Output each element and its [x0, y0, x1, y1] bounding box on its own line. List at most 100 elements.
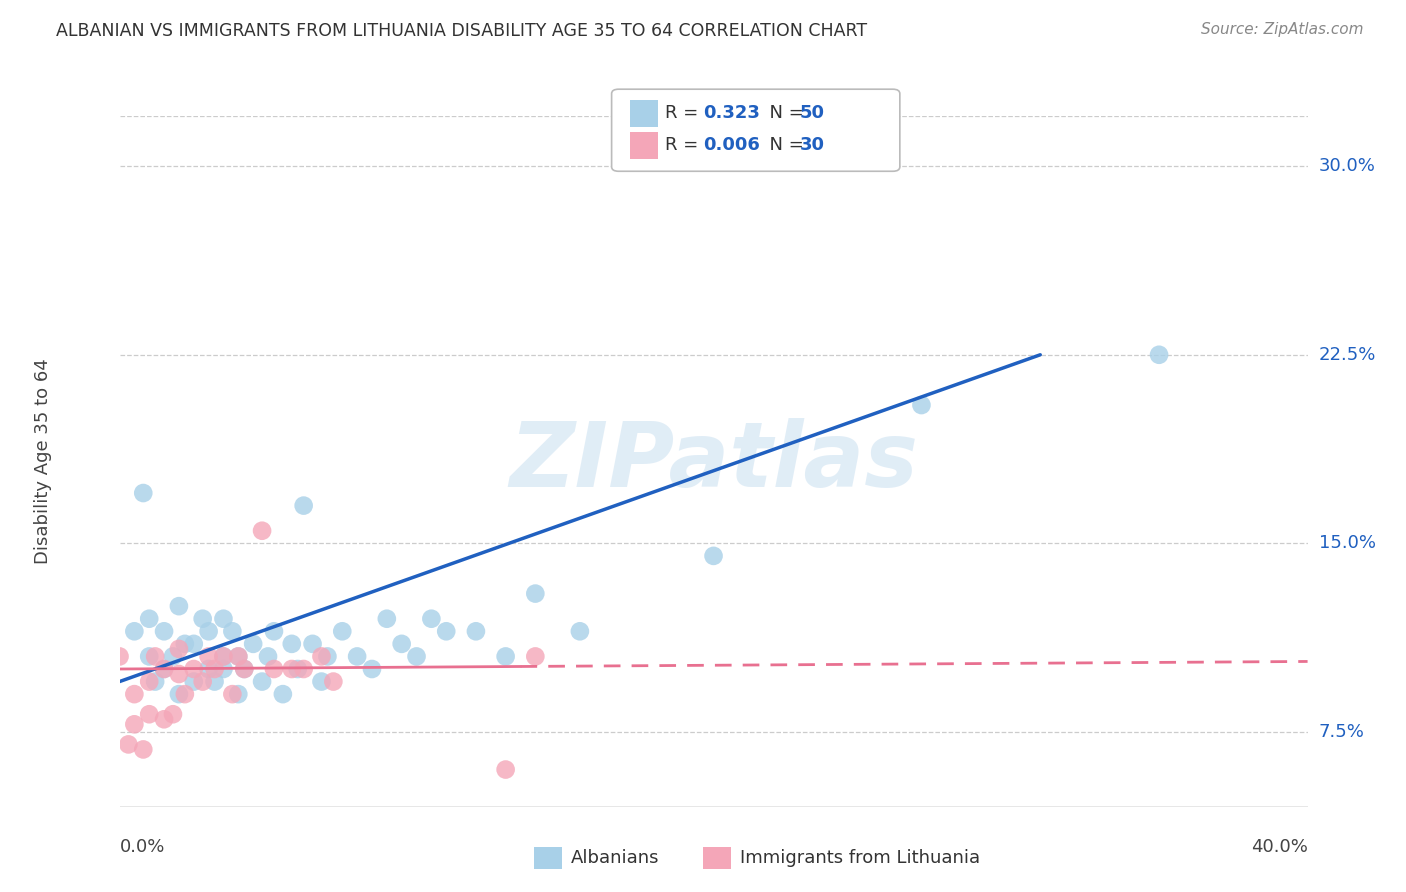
Point: [228, 649, 250, 664]
Point: [250, 674, 273, 689]
Point: [271, 687, 294, 701]
Point: [910, 398, 932, 412]
Point: [183, 637, 205, 651]
Point: [361, 662, 384, 676]
Point: [197, 624, 219, 639]
Point: [197, 662, 219, 676]
Point: [204, 674, 226, 689]
Text: R =: R =: [665, 104, 704, 122]
Text: 0.006: 0.006: [703, 136, 759, 154]
Point: [162, 649, 184, 664]
Point: [322, 674, 344, 689]
Text: ZIPatlas: ZIPatlas: [509, 417, 918, 506]
Point: [281, 637, 304, 651]
Point: [173, 637, 195, 651]
Text: ALBANIAN VS IMMIGRANTS FROM LITHUANIA DISABILITY AGE 35 TO 64 CORRELATION CHART: ALBANIAN VS IMMIGRANTS FROM LITHUANIA DI…: [56, 22, 868, 40]
Point: [434, 624, 457, 639]
Point: [287, 662, 309, 676]
Point: [263, 662, 285, 676]
Point: [524, 649, 547, 664]
Text: N =: N =: [758, 104, 810, 122]
Text: 15.0%: 15.0%: [1319, 534, 1375, 552]
Point: [138, 612, 160, 626]
Point: [138, 674, 160, 689]
Point: [162, 707, 184, 722]
Point: [212, 649, 235, 664]
Point: [228, 687, 250, 701]
Point: [233, 662, 256, 676]
Text: Immigrants from Lithuania: Immigrants from Lithuania: [740, 849, 980, 867]
Text: Albanians: Albanians: [571, 849, 659, 867]
Point: [292, 499, 315, 513]
Point: [221, 624, 243, 639]
Point: [143, 674, 166, 689]
Point: [132, 486, 155, 500]
Point: [212, 612, 235, 626]
Point: [124, 624, 146, 639]
Point: [281, 662, 304, 676]
Text: 0.323: 0.323: [703, 104, 759, 122]
Point: [250, 524, 273, 538]
Text: 0.0%: 0.0%: [120, 838, 165, 855]
Text: 22.5%: 22.5%: [1319, 346, 1376, 364]
Text: Source: ZipAtlas.com: Source: ZipAtlas.com: [1201, 22, 1364, 37]
Point: [124, 717, 146, 731]
Point: [153, 662, 176, 676]
Point: [143, 649, 166, 664]
Point: [191, 674, 214, 689]
Point: [221, 687, 243, 701]
Point: [138, 707, 160, 722]
Text: R =: R =: [665, 136, 704, 154]
Text: 30: 30: [800, 136, 825, 154]
Point: [153, 712, 176, 726]
Point: [167, 667, 190, 681]
Point: [183, 674, 205, 689]
Point: [316, 649, 339, 664]
Point: [292, 662, 315, 676]
Point: [346, 649, 368, 664]
Point: [173, 687, 195, 701]
Point: [212, 662, 235, 676]
Point: [524, 586, 547, 600]
Text: N =: N =: [758, 136, 810, 154]
Point: [153, 624, 176, 639]
Point: [311, 674, 333, 689]
Text: 7.5%: 7.5%: [1319, 723, 1365, 741]
Point: [263, 624, 285, 639]
Point: [167, 641, 190, 656]
Point: [568, 624, 591, 639]
Point: [233, 662, 256, 676]
Point: [405, 649, 427, 664]
Point: [301, 637, 323, 651]
Point: [702, 549, 725, 563]
Point: [212, 649, 235, 664]
Point: [464, 624, 486, 639]
Point: [117, 738, 139, 752]
Text: 30.0%: 30.0%: [1319, 157, 1375, 175]
Point: [197, 649, 219, 664]
Point: [495, 763, 517, 777]
Point: [132, 742, 155, 756]
Point: [330, 624, 353, 639]
Point: [257, 649, 280, 664]
Text: 50: 50: [800, 104, 825, 122]
Point: [138, 649, 160, 664]
Point: [153, 662, 176, 676]
Point: [204, 662, 226, 676]
Point: [108, 649, 131, 664]
Point: [183, 662, 205, 676]
Point: [167, 687, 190, 701]
Point: [375, 612, 398, 626]
Point: [311, 649, 333, 664]
Point: [242, 637, 264, 651]
Point: [1147, 348, 1170, 362]
Text: Disability Age 35 to 64: Disability Age 35 to 64: [34, 359, 52, 565]
Point: [191, 612, 214, 626]
Point: [420, 612, 443, 626]
Point: [228, 649, 250, 664]
Point: [495, 649, 517, 664]
Text: 40.0%: 40.0%: [1251, 838, 1308, 855]
Point: [391, 637, 413, 651]
Point: [167, 599, 190, 614]
Point: [124, 687, 146, 701]
